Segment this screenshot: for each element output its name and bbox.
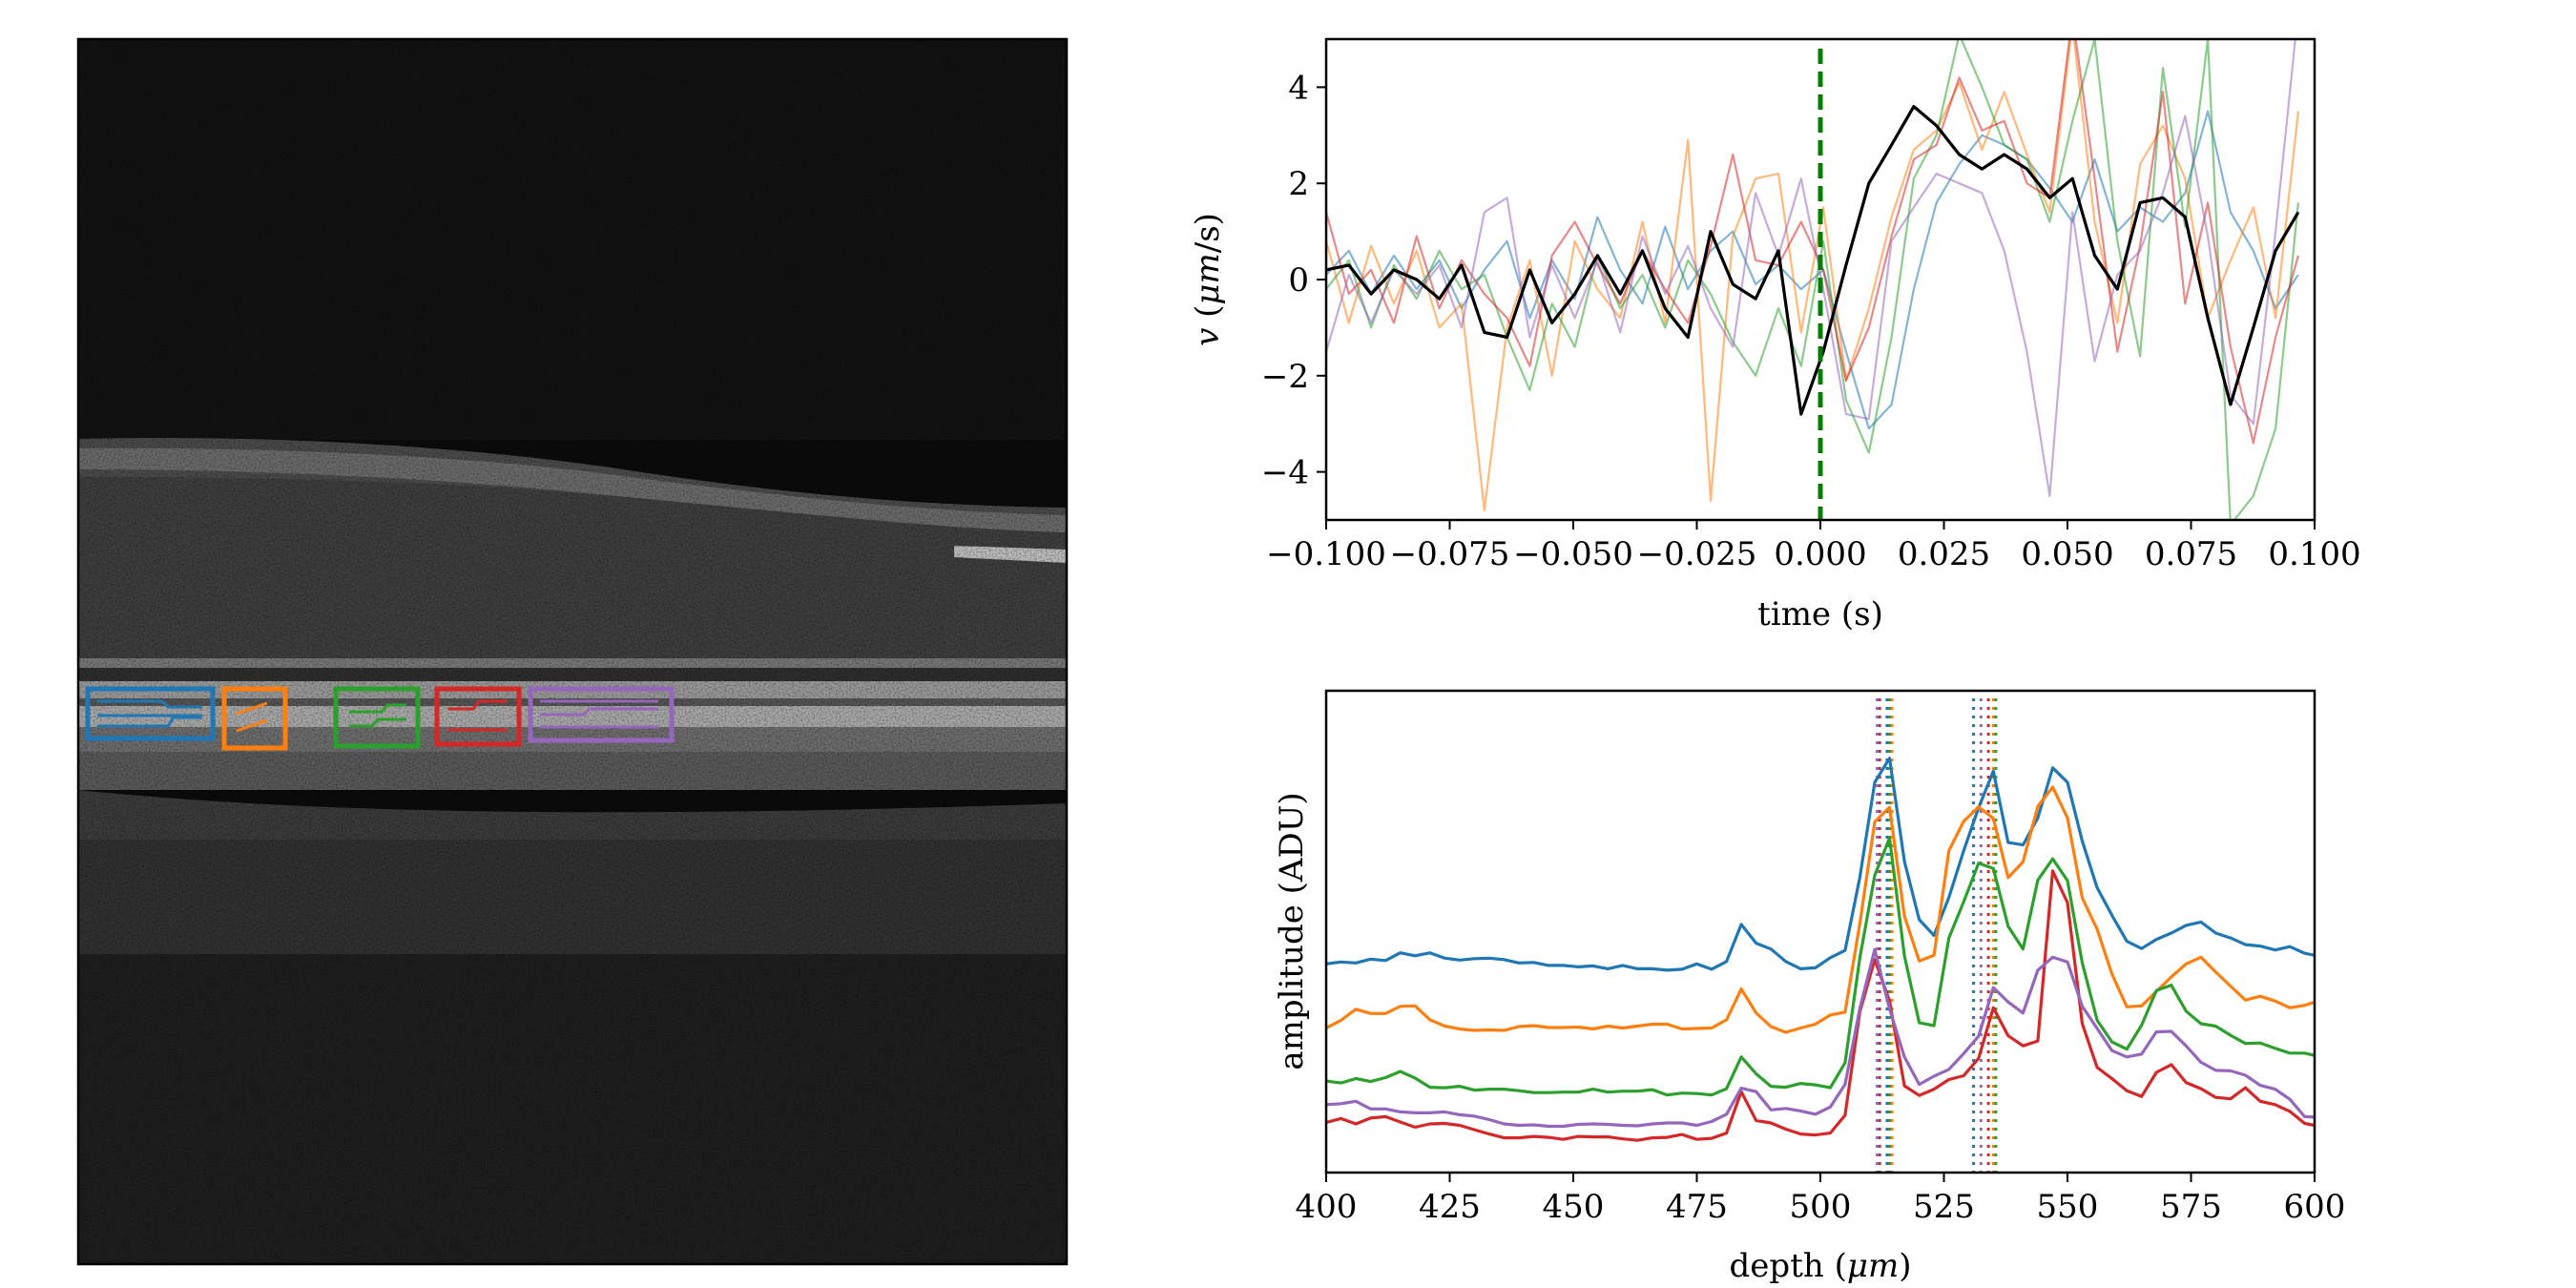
amplitude-x-tick-label: 475	[1666, 1188, 1728, 1226]
amplitude-x-tick-label: 525	[1913, 1188, 1975, 1226]
velocity-series	[1326, 39, 2300, 520]
velocity-x-tick-label: 0.050	[2021, 535, 2113, 573]
velocity-x-axis-label: time (s)	[1757, 595, 1883, 634]
velocity-series-line-green	[1326, 39, 2299, 520]
velocity-x-tick-label: −0.100	[1266, 535, 1386, 573]
amplitude-series	[1326, 757, 2315, 1142]
oct-speckle	[78, 39, 1067, 1264]
roi-boxes	[85, 686, 675, 751]
velocity-y-tick-label: −4	[1261, 454, 1309, 492]
roi-box-blue	[85, 686, 216, 741]
velocity-x-tick-label: 0.025	[1898, 535, 1990, 573]
roi-box-red	[434, 686, 522, 747]
roi-box-green	[333, 686, 421, 749]
roi-box-orange	[221, 686, 288, 751]
amplitude-x-tick-label: 425	[1419, 1188, 1481, 1226]
velocity-x-tick-label: 0.000	[1774, 535, 1866, 573]
amplitude-series-line-orange	[1326, 785, 2315, 1034]
oct-image-panel	[76, 37, 1069, 1266]
velocity-x-tick-label: 0.100	[2268, 535, 2360, 573]
amplitude-axis-ticks: 400 425 450 475 500 525 550 575 600	[1296, 1173, 2346, 1226]
velocity-series-line-mean	[1326, 104, 2300, 416]
amplitude-plot-frame	[1324, 689, 2316, 1174]
velocity-series-line-purple	[1326, 39, 2296, 497]
amplitude-chart: 400 425 450 475 500 525 550 575 600 depth (μm) a…	[1273, 689, 2346, 1285]
roi-box-purple	[528, 686, 675, 743]
velocity-y-tick-label: 2	[1288, 165, 1309, 203]
velocity-axis-ticks: −0.100 −0.075 −0.050 −0.025 0.000 0.025 0.050 0…	[1261, 69, 2361, 573]
velocity-series-line-orange	[1326, 39, 2299, 512]
velocity-y-axis-label: v (μm/s)	[1189, 213, 1227, 346]
amplitude-series-line-red	[1326, 869, 2315, 1142]
velocity-y-tick-label: −2	[1261, 358, 1309, 396]
velocity-x-tick-label: −0.075	[1390, 535, 1510, 573]
amplitude-x-tick-label: 575	[2160, 1188, 2222, 1226]
amplitude-series-line-green	[1326, 836, 2315, 1097]
amplitude-x-tick-label: 450	[1543, 1188, 1605, 1226]
amplitude-series-line-purple	[1326, 947, 2315, 1129]
amplitude-series-line-blue	[1326, 757, 2315, 972]
velocity-chart: −0.100 −0.075 −0.050 −0.025 0.000 0.025 0.050 0…	[1189, 37, 2361, 634]
velocity-x-tick-label: −0.050	[1513, 535, 1633, 573]
amplitude-x-tick-label: 550	[2037, 1188, 2099, 1226]
amplitude-x-axis-label: depth (μm)	[1730, 1247, 1912, 1285]
velocity-x-tick-label: 0.075	[2145, 535, 2237, 573]
amplitude-x-tick-label: 400	[1296, 1188, 1358, 1226]
velocity-x-tick-label: −0.025	[1637, 535, 1757, 573]
oct-frame	[76, 37, 1069, 1266]
amplitude-y-axis-label: amplitude (ADU)	[1273, 792, 1311, 1070]
amplitude-x-tick-label: 600	[2284, 1188, 2346, 1226]
velocity-y-tick-label: 4	[1288, 69, 1309, 107]
velocity-plot-frame	[1324, 37, 2316, 522]
velocity-y-tick-label: 0	[1288, 261, 1309, 300]
velocity-series-line-red	[1326, 39, 2299, 445]
amplitude-x-tick-label: 500	[1790, 1188, 1852, 1226]
